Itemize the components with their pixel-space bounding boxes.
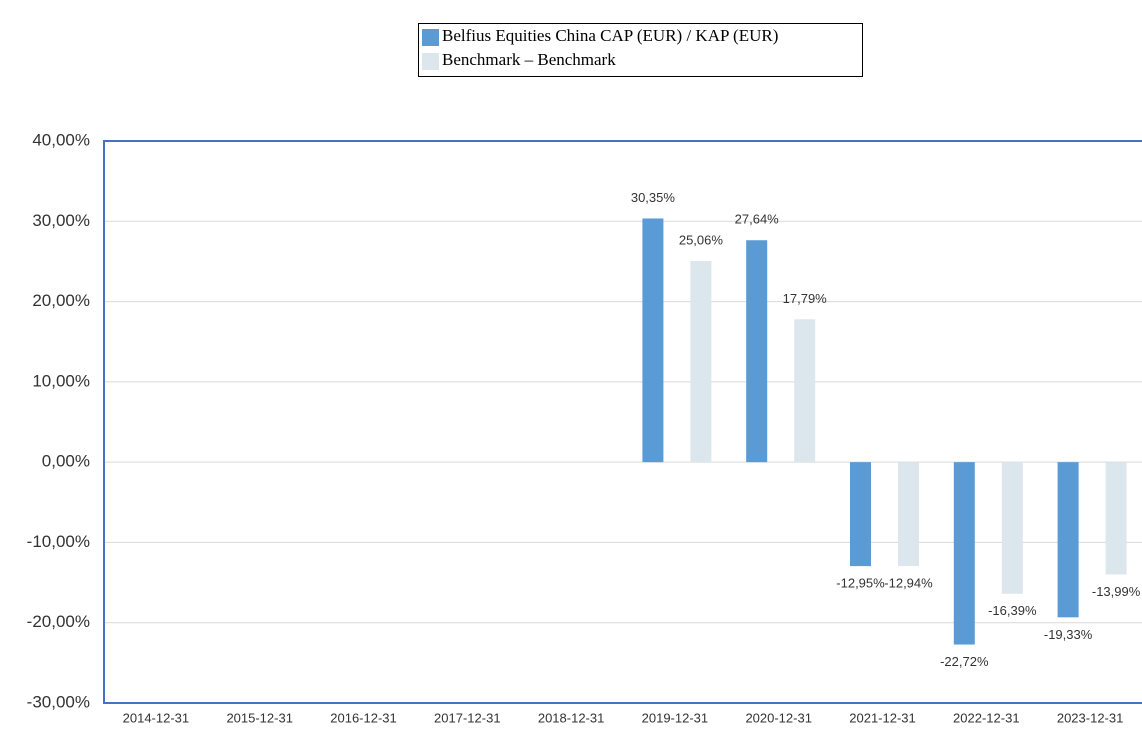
x-tick-label: 2016-12-31 (330, 710, 397, 725)
bar (898, 462, 919, 567)
data-label: -13,99% (1092, 584, 1141, 599)
bar (642, 218, 664, 463)
data-label: -22,72% (940, 654, 989, 669)
data-label: -12,94% (884, 575, 933, 590)
y-tick-label: -20,00% (27, 612, 90, 631)
y-tick-label: 10,00% (32, 371, 90, 390)
x-tick-label: 2018-12-31 (538, 710, 605, 725)
y-tick-label: -10,00% (27, 532, 90, 551)
data-label: 25,06% (679, 232, 724, 247)
bar (1057, 462, 1079, 618)
legend-box (418, 23, 863, 77)
bar (953, 462, 975, 645)
bar (746, 240, 768, 463)
data-label: 17,79% (783, 291, 828, 306)
bar (1001, 462, 1023, 594)
x-tick-label: 2014-12-31 (123, 710, 190, 725)
x-tick-label: 2019-12-31 (642, 710, 709, 725)
y-tick-label: 0,00% (42, 452, 90, 471)
bar (690, 260, 712, 463)
x-tick-label: 2023-12-31 (1057, 710, 1124, 725)
data-label: -16,39% (988, 603, 1037, 618)
y-tick-label: 40,00% (32, 130, 90, 149)
y-tick-label: -30,00% (27, 692, 90, 711)
y-tick-label: 20,00% (32, 291, 90, 310)
data-label: -12,95% (836, 576, 885, 591)
x-tick-label: 2021-12-31 (849, 710, 916, 725)
data-label: 30,35% (631, 190, 676, 205)
plot-border (103, 140, 1142, 704)
legend-label: Belfius Equities China CAP (EUR) / KAP (… (442, 26, 778, 45)
legend-label: Benchmark – Benchmark (442, 50, 616, 69)
x-tick-label: 2020-12-31 (745, 710, 812, 725)
legend-swatch (422, 53, 439, 70)
legend-swatch (422, 29, 439, 46)
x-tick-label: 2017-12-31 (434, 710, 501, 725)
data-label: -19,33% (1044, 627, 1093, 642)
bar (850, 462, 871, 567)
x-tick-label: 2022-12-31 (953, 710, 1020, 725)
y-tick-label: 30,00% (32, 211, 90, 230)
bar (794, 319, 816, 463)
x-tick-label: 2015-12-31 (226, 710, 293, 725)
data-label: 27,64% (735, 212, 780, 227)
bar (1105, 462, 1127, 575)
